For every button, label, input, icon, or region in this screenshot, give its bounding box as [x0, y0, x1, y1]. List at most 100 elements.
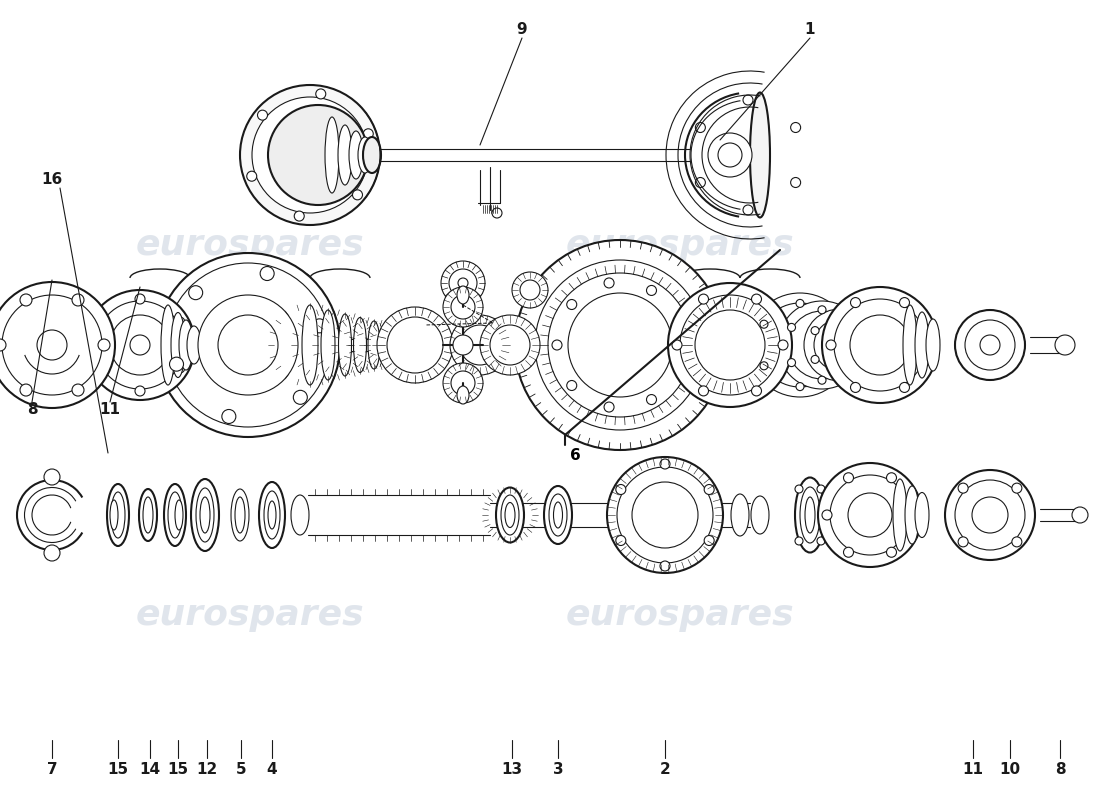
Circle shape [830, 475, 910, 555]
Circle shape [268, 105, 368, 205]
Circle shape [535, 260, 705, 430]
Circle shape [492, 208, 502, 218]
Circle shape [453, 335, 473, 355]
Ellipse shape [196, 488, 214, 542]
Ellipse shape [915, 493, 930, 538]
Circle shape [1055, 335, 1075, 355]
Circle shape [110, 315, 170, 375]
Ellipse shape [505, 502, 515, 527]
Text: 5: 5 [235, 762, 246, 778]
Ellipse shape [191, 479, 219, 551]
Circle shape [44, 469, 60, 485]
Circle shape [451, 371, 475, 395]
Circle shape [1012, 537, 1022, 547]
Ellipse shape [549, 494, 566, 536]
Circle shape [795, 485, 803, 493]
Ellipse shape [179, 320, 192, 370]
Circle shape [748, 293, 852, 397]
Circle shape [760, 362, 768, 370]
Ellipse shape [349, 131, 363, 179]
Ellipse shape [903, 305, 917, 385]
Circle shape [460, 325, 500, 365]
Ellipse shape [800, 487, 820, 543]
Circle shape [708, 133, 752, 177]
Circle shape [908, 510, 918, 520]
Ellipse shape [394, 327, 406, 363]
Circle shape [955, 310, 1025, 380]
Circle shape [965, 320, 1015, 370]
Circle shape [832, 362, 840, 370]
Ellipse shape [750, 93, 770, 218]
Circle shape [37, 330, 67, 360]
Circle shape [632, 482, 698, 548]
Ellipse shape [107, 484, 129, 546]
Circle shape [695, 178, 705, 187]
Text: 13: 13 [502, 762, 522, 778]
Circle shape [980, 335, 1000, 355]
Circle shape [742, 205, 754, 215]
Circle shape [698, 294, 708, 304]
Circle shape [292, 137, 328, 173]
Circle shape [156, 253, 340, 437]
Ellipse shape [544, 486, 572, 544]
Ellipse shape [368, 321, 379, 369]
Circle shape [604, 278, 614, 288]
Ellipse shape [268, 501, 276, 529]
Circle shape [252, 97, 368, 213]
Circle shape [660, 459, 670, 469]
Ellipse shape [161, 305, 175, 385]
Ellipse shape [456, 386, 469, 404]
Circle shape [861, 355, 869, 363]
Ellipse shape [292, 495, 309, 535]
Circle shape [294, 211, 305, 221]
Circle shape [844, 473, 854, 482]
Ellipse shape [231, 489, 249, 541]
Circle shape [1072, 507, 1088, 523]
Circle shape [166, 263, 330, 427]
Circle shape [566, 381, 576, 390]
Circle shape [312, 319, 327, 333]
Circle shape [96, 363, 106, 373]
Text: 11: 11 [99, 402, 121, 418]
Circle shape [791, 122, 801, 133]
Circle shape [826, 340, 836, 350]
Circle shape [788, 358, 795, 366]
Circle shape [834, 299, 926, 391]
Circle shape [788, 323, 795, 331]
Circle shape [958, 537, 968, 547]
Circle shape [387, 317, 443, 373]
Text: 15: 15 [108, 762, 129, 778]
Circle shape [791, 178, 801, 187]
Circle shape [795, 537, 803, 545]
Circle shape [742, 95, 754, 105]
Ellipse shape [500, 495, 519, 535]
Circle shape [751, 294, 761, 304]
Circle shape [548, 273, 692, 417]
Circle shape [955, 480, 1025, 550]
Circle shape [85, 290, 195, 400]
Circle shape [72, 384, 84, 396]
Circle shape [924, 340, 934, 350]
Text: eurospares: eurospares [565, 228, 794, 262]
Ellipse shape [139, 489, 157, 541]
Circle shape [72, 294, 84, 306]
Circle shape [818, 463, 922, 567]
Text: 14: 14 [140, 762, 161, 778]
Circle shape [616, 535, 626, 546]
Text: 11: 11 [962, 762, 983, 778]
Ellipse shape [751, 496, 769, 534]
Text: eurospares: eurospares [565, 598, 794, 632]
Ellipse shape [264, 491, 280, 539]
Circle shape [222, 410, 235, 423]
Circle shape [672, 340, 682, 350]
Ellipse shape [187, 326, 201, 364]
Text: 9: 9 [517, 22, 527, 38]
Circle shape [836, 312, 844, 320]
Ellipse shape [110, 500, 118, 530]
Circle shape [443, 363, 483, 403]
Circle shape [96, 317, 106, 327]
Circle shape [848, 358, 857, 366]
Circle shape [822, 510, 832, 520]
Circle shape [958, 483, 968, 493]
Circle shape [778, 340, 788, 350]
